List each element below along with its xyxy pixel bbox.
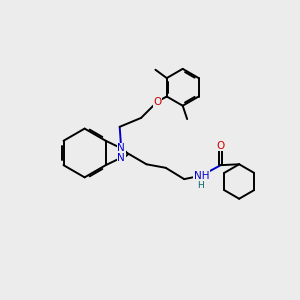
Text: H: H (197, 182, 204, 190)
Text: O: O (153, 97, 162, 106)
Text: N: N (117, 153, 125, 163)
Text: N: N (117, 143, 125, 153)
Text: NH: NH (194, 171, 209, 181)
Text: O: O (217, 141, 225, 151)
